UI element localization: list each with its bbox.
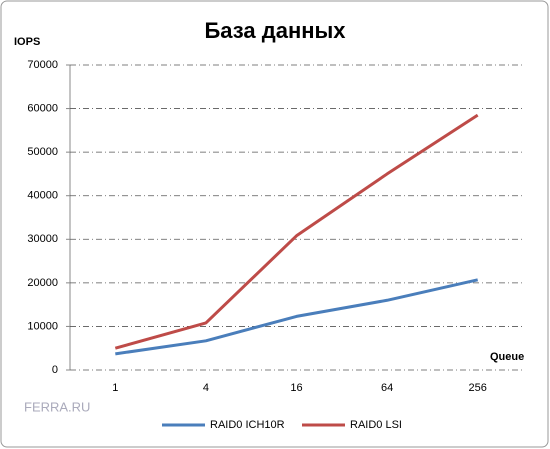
y-tick-label: 0	[52, 364, 58, 376]
y-tick-label: 70000	[27, 59, 58, 71]
watermark: FERRA.RU	[24, 399, 90, 414]
y-tick-label: 50000	[27, 146, 58, 158]
y-tick-label: 60000	[27, 102, 58, 114]
y-tick-label: 10000	[27, 320, 58, 332]
x-tick-label: 1	[112, 382, 118, 394]
chart-title: База данных	[204, 18, 346, 43]
x-tick-label: 256	[469, 382, 487, 394]
legend-label: RAID0 LSI	[350, 419, 402, 431]
series-line	[115, 278, 479, 356]
legend-label: RAID0 ICH10R	[210, 419, 285, 431]
x-tick-label: 64	[381, 382, 393, 394]
x-tick-label: 16	[290, 382, 302, 394]
x-axis-label: Queue	[490, 351, 524, 363]
y-axis-label: IOPS	[14, 36, 40, 48]
y-tick-label: 30000	[27, 233, 58, 245]
series-line	[114, 113, 479, 350]
y-tick-label: 20000	[27, 277, 58, 289]
x-tick-label: 4	[203, 382, 209, 394]
y-tick-label: 40000	[27, 190, 58, 202]
